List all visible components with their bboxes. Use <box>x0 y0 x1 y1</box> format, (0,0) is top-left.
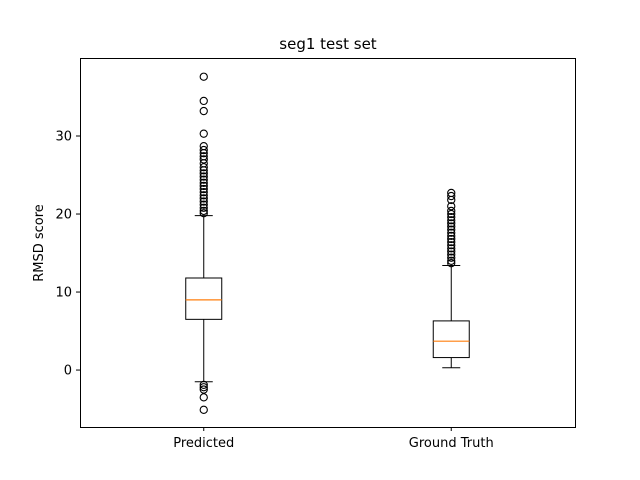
outlier-point <box>199 206 208 216</box>
iqr-box <box>432 320 470 359</box>
outlier-point <box>199 106 208 116</box>
axes-frame <box>80 58 576 428</box>
outlier-point <box>447 231 456 241</box>
chart-title: seg1 test set <box>279 35 376 53</box>
outlier-point <box>199 383 208 392</box>
outlier-point <box>199 385 208 394</box>
outlier-point <box>199 188 208 197</box>
outlier-point <box>199 72 208 81</box>
outlier-point <box>447 191 456 201</box>
y-tick-label: 0 <box>64 364 72 379</box>
outlier-point <box>199 129 208 138</box>
outlier-point <box>199 191 208 200</box>
outlier-point <box>199 155 208 164</box>
outlier-point <box>447 195 456 205</box>
y-tick-label: 30 <box>55 130 72 145</box>
outlier-point <box>447 253 456 262</box>
outlier-point <box>199 209 208 218</box>
iqr-box <box>185 277 223 320</box>
outlier-point <box>447 250 456 259</box>
outlier-point <box>199 203 208 212</box>
x-tick-label: Predicted <box>173 436 234 451</box>
outlier-point <box>199 200 208 209</box>
outlier-point <box>199 380 208 390</box>
outlier-point <box>199 181 208 191</box>
outlier-point <box>447 256 456 265</box>
outlier-point <box>199 149 208 158</box>
outlier-point <box>447 247 456 256</box>
outlier-point <box>447 225 456 234</box>
outlier-point <box>447 219 456 228</box>
outlier-point <box>199 175 208 184</box>
outlier-point <box>199 184 208 194</box>
outlier-point <box>447 206 456 216</box>
outlier-point <box>199 163 208 172</box>
plot-area: 0 10 20 30 Predicted Ground Truth <box>55 72 494 451</box>
y-axis-label: RMSD score <box>32 204 47 282</box>
outlier-point <box>447 212 456 222</box>
y-tick-label: 20 <box>55 208 72 223</box>
outlier-point <box>199 172 208 181</box>
outlier-point <box>199 405 208 414</box>
outlier-point <box>199 145 208 155</box>
y-tick-label: 10 <box>55 286 72 301</box>
outlier-point <box>447 259 456 268</box>
outlier-point <box>447 209 456 219</box>
outlier-point <box>199 197 208 206</box>
outlier-point <box>447 244 456 253</box>
outlier-point <box>447 241 456 250</box>
outlier-point <box>199 178 208 187</box>
outlier-point <box>199 194 208 203</box>
outlier-point <box>199 169 208 178</box>
outlier-point <box>447 228 456 237</box>
outlier-point <box>199 166 208 175</box>
outlier-point <box>199 393 208 402</box>
outlier-point <box>447 222 456 231</box>
outlier-point <box>447 216 456 225</box>
outlier-point <box>447 202 456 211</box>
outlier-point <box>447 234 456 244</box>
outlier-point <box>447 237 456 247</box>
x-tick-label: Ground Truth <box>409 436 494 451</box>
outlier-point <box>199 96 208 106</box>
